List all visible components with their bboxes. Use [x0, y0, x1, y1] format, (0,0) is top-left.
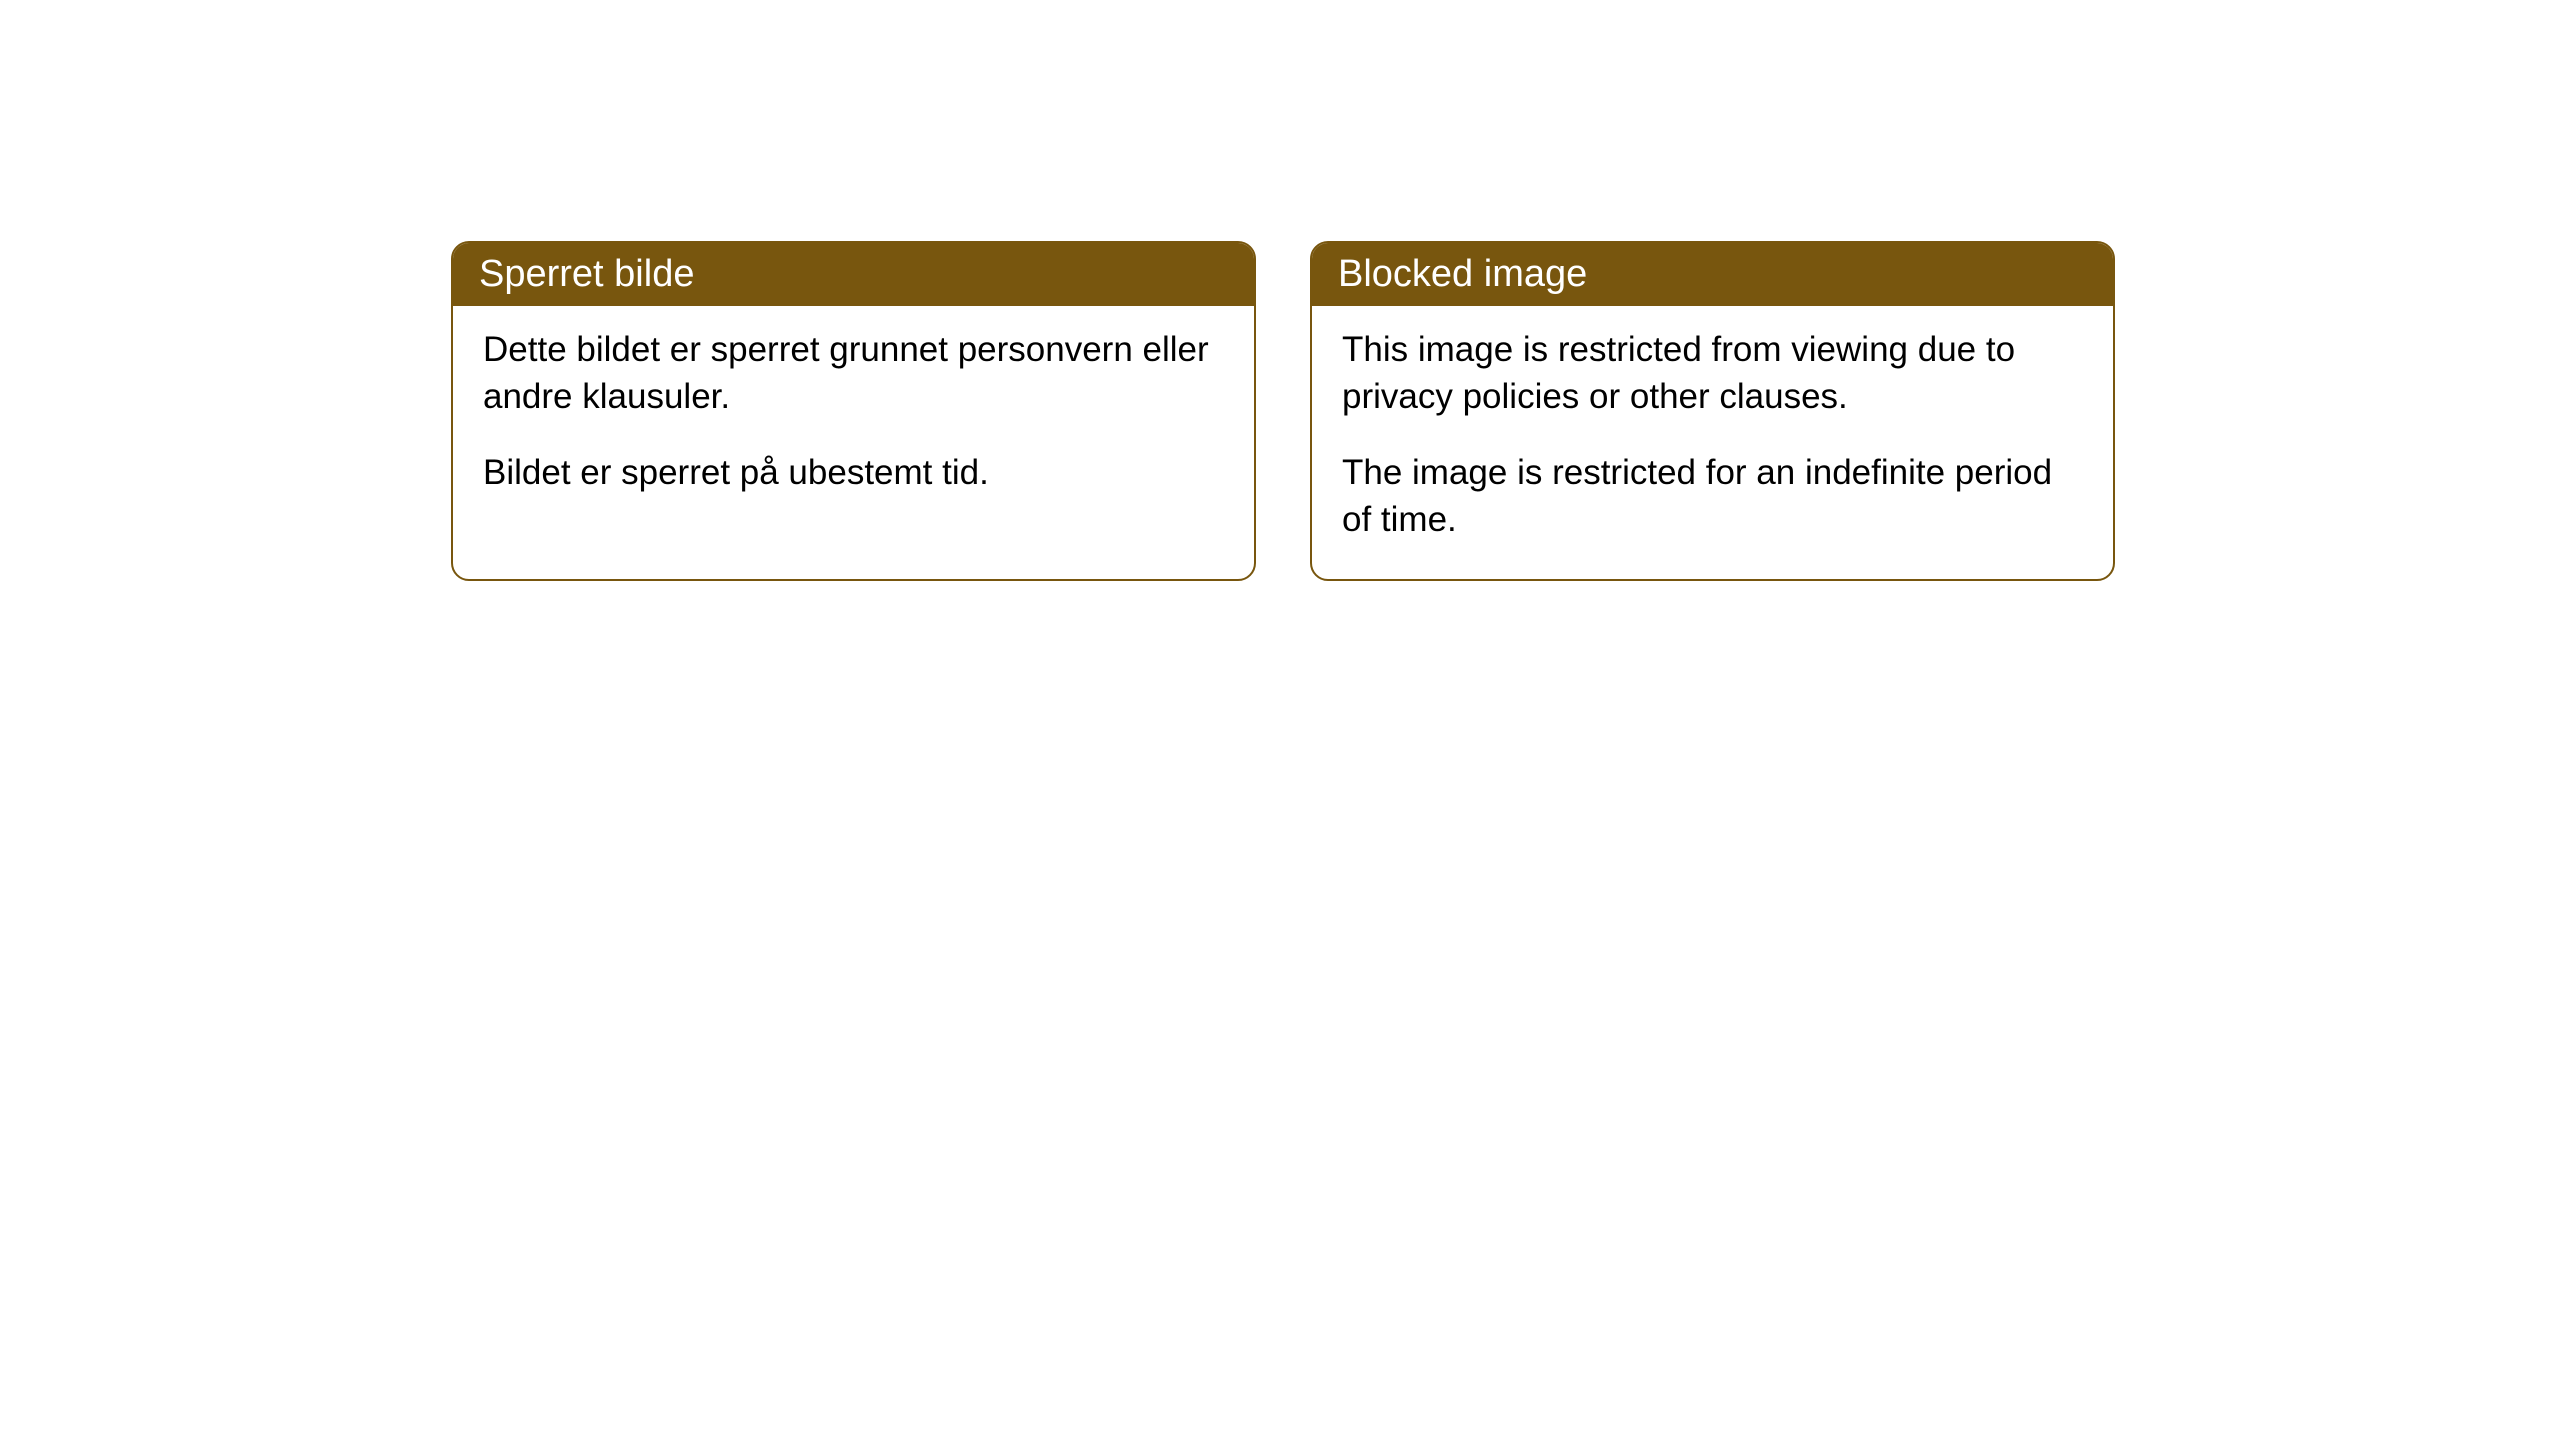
- notice-paragraph: This image is restricted from viewing du…: [1342, 326, 2083, 421]
- notice-paragraph: Dette bildet er sperret grunnet personve…: [483, 326, 1224, 421]
- notice-paragraph: The image is restricted for an indefinit…: [1342, 449, 2083, 544]
- notice-card-norwegian: Sperret bilde Dette bildet er sperret gr…: [451, 241, 1256, 581]
- notice-paragraph: Bildet er sperret på ubestemt tid.: [483, 449, 1224, 496]
- notice-container: Sperret bilde Dette bildet er sperret gr…: [0, 0, 2560, 581]
- notice-header: Blocked image: [1312, 243, 2113, 306]
- notice-body: This image is restricted from viewing du…: [1312, 306, 2113, 579]
- notice-body: Dette bildet er sperret grunnet personve…: [453, 306, 1254, 532]
- notice-header: Sperret bilde: [453, 243, 1254, 306]
- notice-card-english: Blocked image This image is restricted f…: [1310, 241, 2115, 581]
